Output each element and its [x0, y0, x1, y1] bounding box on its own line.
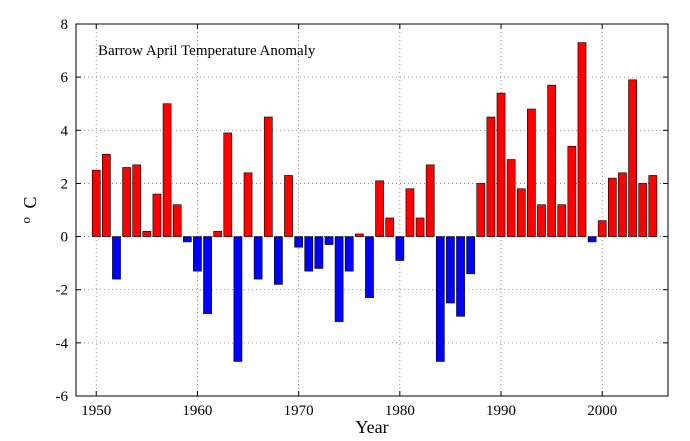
x-tick-label: 1970	[284, 403, 314, 419]
y-tick-label: -4	[56, 336, 69, 352]
bar	[415, 217, 425, 237]
bar	[496, 92, 506, 237]
bar	[587, 236, 597, 243]
bar	[172, 204, 182, 237]
y-tick-label: 2	[61, 176, 69, 192]
bar	[304, 236, 314, 272]
x-tick-label: 1960	[182, 403, 212, 419]
bar	[547, 84, 556, 237]
bar	[516, 188, 526, 237]
bar	[132, 164, 142, 237]
bar	[395, 236, 405, 261]
bar	[557, 204, 567, 237]
x-tick-label: 1950	[81, 403, 111, 419]
bar	[344, 236, 354, 272]
bar	[243, 172, 253, 237]
bar	[253, 236, 263, 280]
bar	[233, 236, 243, 362]
bar	[334, 236, 344, 322]
bar	[294, 236, 303, 248]
bar	[142, 230, 152, 237]
y-tick-label: -6	[56, 389, 69, 405]
y-tick-label: 4	[61, 123, 69, 139]
bar	[476, 183, 486, 237]
bar	[435, 236, 445, 362]
y-tick-label: -2	[56, 283, 69, 299]
bar	[456, 236, 465, 317]
plot-frame	[75, 23, 669, 397]
y-axis-label: o C	[14, 196, 40, 223]
bar	[314, 236, 324, 269]
bar	[324, 236, 334, 245]
chart-title: Barrow April Temperature Anomaly	[98, 43, 316, 59]
bar	[203, 236, 212, 314]
y-tick-label: 0	[61, 230, 69, 246]
bar	[537, 204, 546, 237]
bar	[506, 159, 516, 237]
bar	[284, 175, 293, 237]
bar	[527, 108, 536, 237]
x-tick-label: 1990	[486, 403, 516, 419]
bar	[425, 164, 435, 237]
bar	[385, 217, 395, 237]
bar	[466, 236, 476, 275]
bar	[102, 153, 111, 237]
bar	[607, 177, 617, 237]
bar	[628, 79, 637, 237]
axis-ticks: -6 -4 -2 0 2 4 6 8 1950 1960 1970 1980 1990 2000	[56, 17, 668, 419]
bars	[91, 42, 658, 362]
bar	[375, 180, 384, 237]
bar	[152, 193, 162, 237]
bar	[405, 188, 415, 237]
bar	[162, 103, 172, 237]
y-tick-label: 6	[61, 70, 69, 86]
bar	[182, 236, 192, 243]
y-tick-label: 8	[61, 17, 69, 33]
bar	[618, 172, 627, 237]
x-tick-label: 1980	[385, 403, 415, 419]
x-tick-label: 2000	[587, 403, 617, 419]
bar	[638, 183, 648, 237]
bar	[446, 236, 455, 304]
bar	[91, 169, 101, 237]
x-axis-label: Year	[355, 417, 388, 437]
bar	[223, 132, 233, 237]
y-axis-label-unit: C	[20, 196, 40, 208]
bar	[355, 233, 364, 237]
bar	[112, 236, 121, 280]
bar	[213, 230, 223, 237]
bar	[567, 145, 577, 237]
bar	[274, 236, 283, 285]
bar	[263, 116, 273, 237]
bar	[577, 42, 587, 237]
bar	[486, 116, 496, 237]
bar	[193, 236, 202, 272]
y-axis-label-superscript: o	[18, 217, 33, 224]
bar	[648, 175, 658, 237]
bar	[122, 167, 131, 237]
bar	[597, 220, 607, 237]
bar	[365, 236, 374, 298]
